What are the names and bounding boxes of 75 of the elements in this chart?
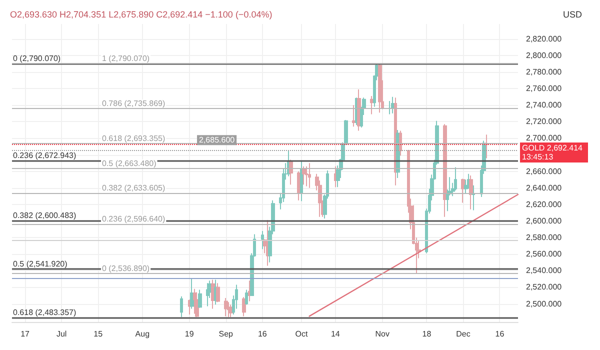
y-tick-label: 2,620.000 [526,200,562,209]
ref-line-label: 0 (2,536.890) [102,264,150,273]
candlestick [227,302,230,318]
y-tick-label: 2,760.000 [526,84,562,94]
y-tick-label: 2,660.000 [526,166,562,176]
candlestick [378,63,382,114]
candlestick [485,134,488,159]
y-tick-label: 2,500.000 [526,299,562,308]
ref-line-label: 1 (2,790.070) [102,54,150,64]
candlestick [308,162,311,188]
x-tick-label: Oct [295,330,309,338]
candlestick [180,296,183,318]
candlestick [216,282,220,303]
candlestick [266,220,269,266]
candlestick [305,166,308,187]
ref-line-label: 0.618 (2,693.355) [102,134,166,144]
x-tick-label: 15 [94,330,104,338]
ref-line-label: 0.5 (2,541.920) [13,260,68,269]
ref-line-label: 0 (2,790.070) [13,54,61,64]
y-tick-label: 2,640.000 [526,183,562,192]
candlestick [300,160,303,202]
candlestick [472,184,475,211]
y-tick-label: 2,720.000 [526,117,562,126]
ref-line-label: 0.382 (2,633.605) [102,184,166,193]
y-tick-label: 2,800.000 [526,50,562,60]
x-tick-label: 18 [422,330,432,338]
candlestick [461,178,465,204]
ref-line-label: 0.786 (2,735.869) [102,99,166,108]
y-tick-label: 2,740.000 [526,100,562,110]
y-tick-label: 2,580.000 [526,233,562,242]
ref-line-label: 0.5 (2,663.480) [102,158,157,168]
x-tick-label: 19 [184,330,194,338]
x-tick-label: 17 [20,330,30,338]
candlestick [388,100,392,115]
candlestick [198,289,202,308]
candlestick [334,166,337,188]
candlestick [261,230,264,250]
x-tick-label: Aug [135,330,150,338]
ref-line-label: 0.618 (2,483.357) [13,308,76,318]
y-tick-label: 2,540.000 [526,266,562,276]
candlestick [467,173,470,190]
y-tick-label: 2,780.000 [526,68,562,77]
candlestick [206,282,209,307]
x-tick-label: 16 [258,330,268,338]
ref-line-label: 0.236 (2,596.640) [102,214,166,224]
candlestick [370,96,374,115]
y-tick-label: 2,520.000 [526,282,562,292]
candlestick [190,278,194,310]
candlestick [193,288,196,314]
y-tick-label: 2,560.000 [526,250,562,259]
x-tick-label: Nov [375,330,390,338]
x-tick-label: Sep [218,330,234,338]
candlestick [195,292,199,318]
candlestick [443,124,447,218]
x-tick-label: Dec [456,330,470,338]
ref-line-label: 2,685.600 [199,136,236,145]
ref-line-label: 0.236 (2,672.943) [13,151,76,160]
x-tick-label: Jul [56,330,67,338]
candlestick [245,289,248,306]
candlestick [302,166,306,186]
candlestick [352,104,355,128]
y-tick-label: 2,600.000 [526,216,562,226]
ref-line-label: GOLD 2,692.414 13:45:13 [522,144,585,162]
candlestick [188,299,191,316]
y-tick-label: 2,820.000 [526,34,562,44]
ref-line-label: 0.382 (2,600.483) [13,211,76,220]
text: O2,693.630 H2,704.351 L2,675.890 C2,692.414 −1.100 (−0.04%) [10,10,272,20]
text: USD [563,10,582,20]
candlestick [469,174,473,210]
candlestick [248,280,251,302]
candlestick [242,296,246,317]
candlestick [399,130,402,156]
x-tick-label: 16 [495,330,505,338]
x-tick-label: 14 [330,330,340,338]
y-tick-label: 2,700.000 [526,134,562,143]
